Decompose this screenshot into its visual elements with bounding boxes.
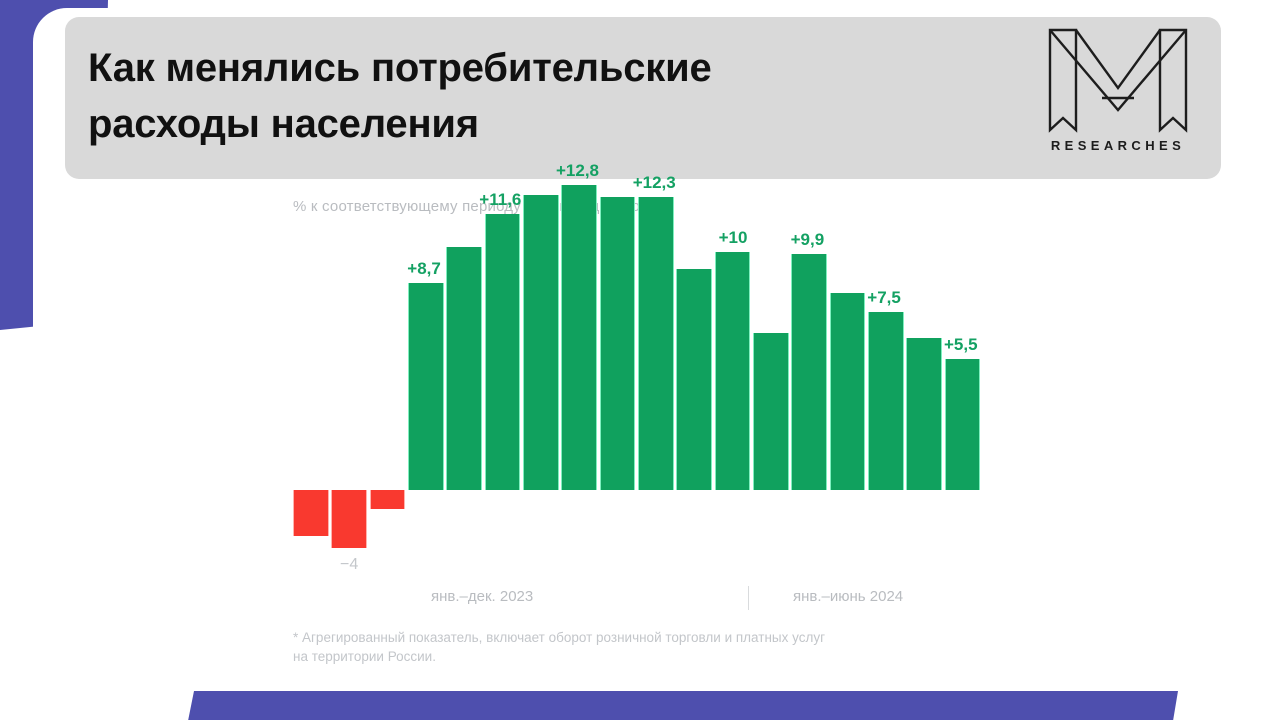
bar: [829, 292, 866, 490]
bar: [676, 268, 713, 490]
bar: [446, 247, 483, 490]
bar: [599, 197, 636, 490]
brand-logo: RESEARCHES: [1028, 26, 1208, 166]
bar-value-label: +10: [718, 228, 748, 247]
bar: [523, 194, 559, 490]
bar-chart: −4 +8,7 +11,6 +12,8 +12,3 +10 +9,9 +7,5 +5,5: [293, 161, 983, 573]
accent-shape-bottom: [188, 691, 1178, 720]
bar: [944, 359, 981, 490]
bar-value-label: +11,6: [479, 189, 522, 209]
bar-value-label: −4: [340, 556, 359, 573]
axis-period-labels: янв.–дек. 2023 янв.–июнь 2024: [293, 586, 983, 612]
bar: [331, 490, 368, 548]
bar: [484, 213, 521, 490]
bar-value-label: +7,5: [867, 287, 901, 307]
bar: [408, 282, 444, 490]
logo-wordmark: RESEARCHES: [1050, 138, 1186, 153]
bar: [561, 185, 598, 490]
bar-value-label: +12,8: [556, 161, 600, 181]
bar-value-label: +9,9: [790, 230, 825, 250]
bar: [791, 254, 828, 490]
page-title: Как менялись потребительские расходы нас…: [88, 46, 712, 146]
bar: [638, 197, 674, 490]
logo-m-icon: [1048, 28, 1188, 133]
bar: [369, 490, 406, 509]
bar-series: −4 +8,7 +11,6 +12,8 +12,3 +10 +9,9 +7,5 +5,5: [293, 161, 983, 573]
bar: [714, 252, 751, 490]
bar-value-label: +8,7: [407, 258, 441, 278]
bar: [293, 490, 329, 537]
bar: [868, 311, 904, 490]
chart-footnote: * Агрегированный показатель, включает об…: [293, 630, 826, 664]
axis-divider: [748, 586, 749, 610]
axis-label-period-2: янв.–июнь 2024: [793, 588, 904, 605]
title-banner: [65, 17, 1221, 179]
bar: [906, 337, 943, 490]
bar-value-label: +5,5: [944, 335, 978, 355]
bar-value-label: +12,3: [632, 173, 676, 193]
bar: [753, 332, 789, 490]
axis-label-period-1: янв.–дек. 2023: [431, 588, 534, 605]
